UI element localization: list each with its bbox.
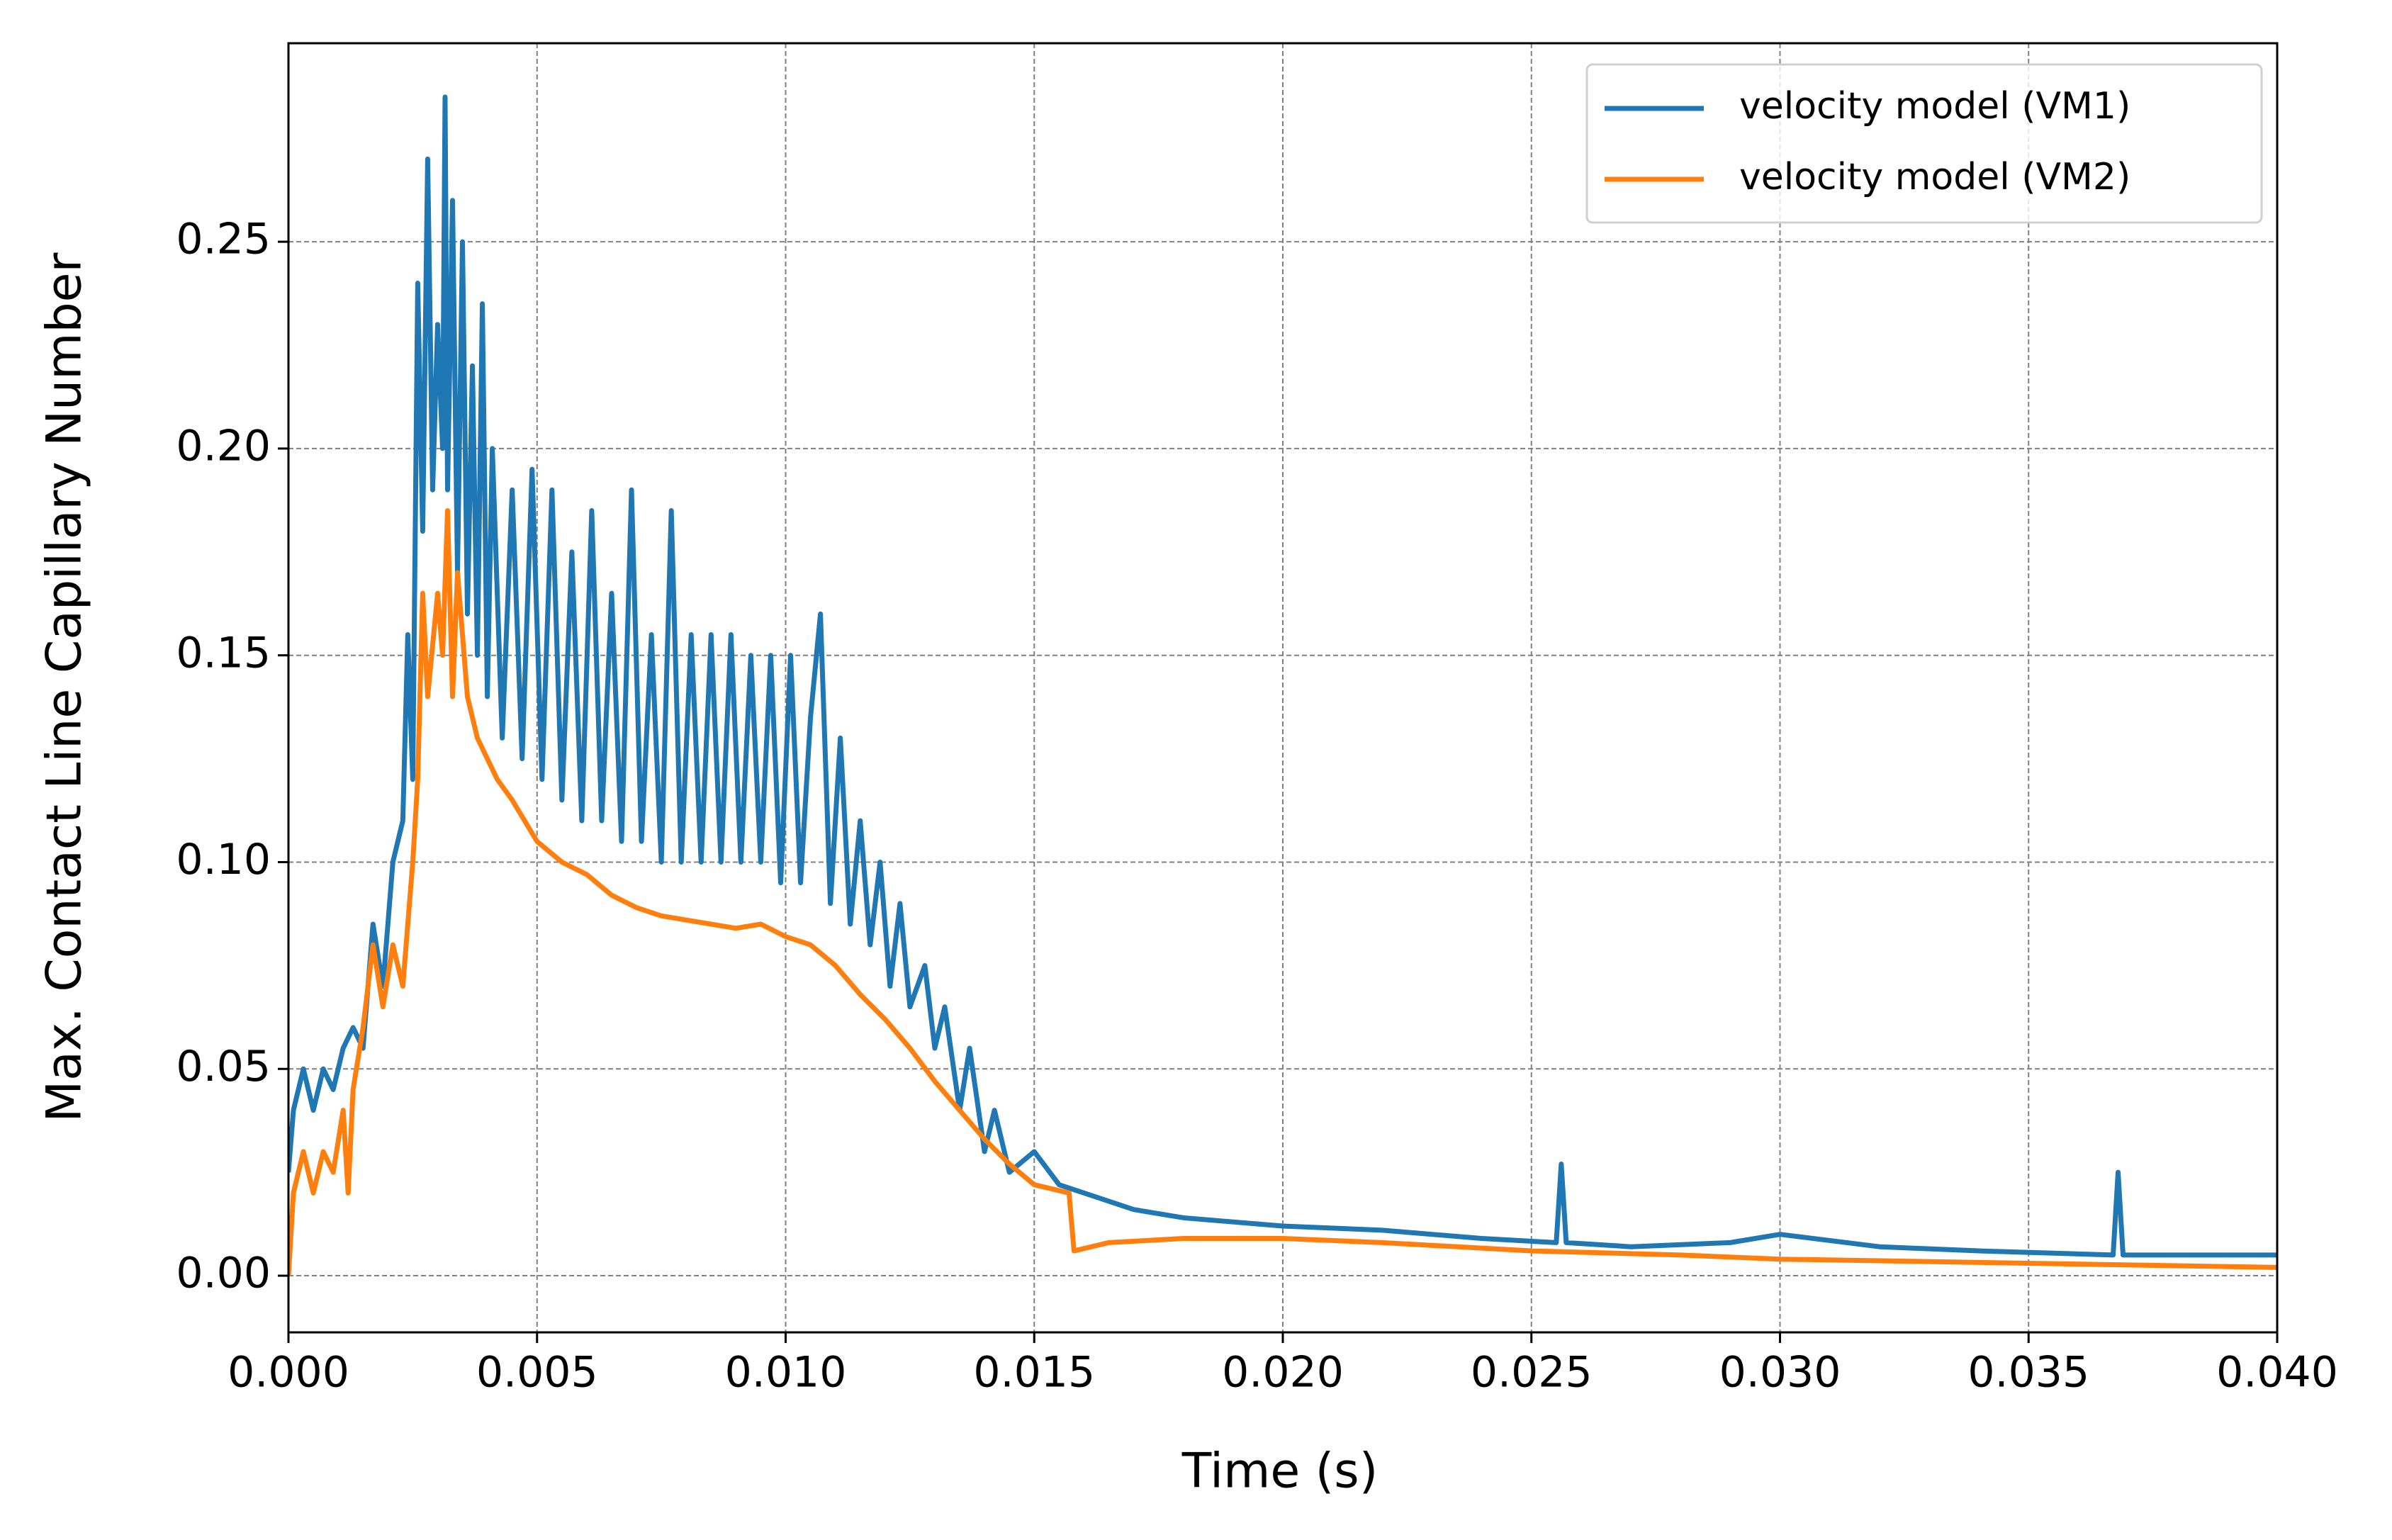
plot-frame <box>287 42 2279 1334</box>
x-tick-label: 0.005 <box>476 1348 598 1398</box>
x-tick-label: 0.025 <box>1471 1348 1593 1398</box>
x-tick-label: 0.020 <box>1222 1348 1344 1398</box>
data-line <box>288 94 2277 1258</box>
x-tick-label: 0.010 <box>725 1348 847 1398</box>
y-tick-label: 0.25 <box>176 215 271 264</box>
x-tick-label: 0.040 <box>2216 1348 2338 1398</box>
data-line <box>288 507 2277 1276</box>
x-tick-label: 0.000 <box>228 1348 349 1398</box>
y-axis-label: Max. Contact Line Capillary Number <box>37 252 93 1122</box>
y-tick-label: 0.05 <box>176 1042 271 1091</box>
legend-label: velocity model (VM2) <box>1739 156 2130 198</box>
x-tick-label: 0.015 <box>973 1348 1095 1398</box>
x-tick-label: 0.030 <box>1719 1348 1841 1398</box>
y-tick-label: 0.10 <box>176 835 271 884</box>
x-axis-label: Time (s) <box>1181 1444 1379 1500</box>
x-tick-label: 0.035 <box>1967 1348 2089 1398</box>
legend-box <box>1585 63 2263 224</box>
y-tick-label: 0.15 <box>176 628 271 678</box>
legend-label: velocity model (VM1) <box>1739 85 2130 128</box>
y-tick-label: 0.20 <box>176 421 271 471</box>
y-tick-label: 0.00 <box>176 1249 271 1298</box>
